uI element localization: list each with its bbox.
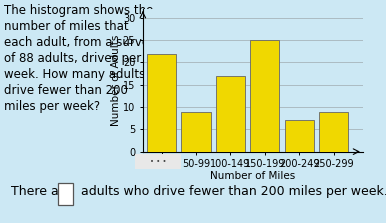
FancyBboxPatch shape [58, 183, 73, 205]
Y-axis label: Number of Adults: Number of Adults [111, 35, 121, 126]
Bar [284, 120, 314, 152]
Bar [181, 112, 211, 152]
Bar [250, 40, 279, 152]
Text: The histogram shows the
number of miles that
each adult, from a survey
of 88 adu: The histogram shows the number of miles … [4, 4, 156, 114]
Text: • • •: • • • [150, 159, 166, 165]
Text: There are: There are [11, 185, 75, 198]
X-axis label: Number of Miles: Number of Miles [210, 171, 295, 181]
FancyBboxPatch shape [133, 153, 184, 170]
Text: adults who drive fewer than 200 miles per week.: adults who drive fewer than 200 miles pe… [77, 185, 386, 198]
Bar [319, 112, 348, 152]
Bar [216, 76, 245, 152]
Bar [147, 54, 176, 152]
